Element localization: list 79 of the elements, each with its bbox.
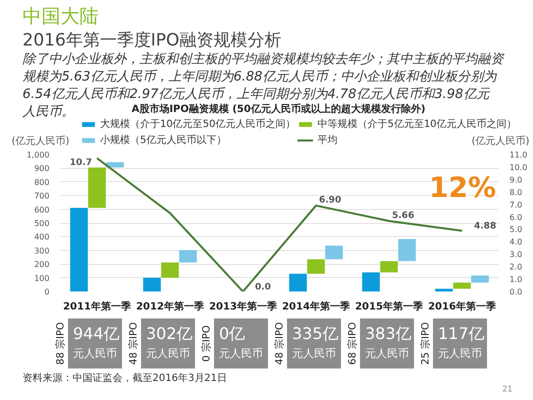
bar xyxy=(161,262,179,278)
text: 48 宗IPO xyxy=(128,322,140,365)
bar xyxy=(453,282,471,289)
x-tick-label: 2015年第一季 xyxy=(355,300,424,312)
y2-tick-label: 0.0 xyxy=(510,288,522,296)
data-label: 6.90 xyxy=(319,196,342,206)
y2-tick-label: 9.0 xyxy=(510,175,522,184)
legend-label: 小规模（5亿元人民币以下） xyxy=(100,134,226,147)
y-tick-label: 600 xyxy=(34,205,50,214)
text: 25 宗IPO xyxy=(420,322,432,365)
bar xyxy=(471,275,489,283)
y-tick-label: 400 xyxy=(34,232,50,242)
total-label: 0亿 xyxy=(219,324,246,343)
text: 0 宗IPO xyxy=(200,325,212,362)
y2-tick-label: 8.0 xyxy=(510,188,522,197)
legend-label: 平均 xyxy=(317,134,338,147)
bar xyxy=(88,168,106,208)
annotation: 12% xyxy=(428,170,496,204)
bar xyxy=(398,239,416,262)
bar xyxy=(380,261,398,272)
text: 元人民币 xyxy=(219,347,263,360)
total-label: 117亿 xyxy=(438,324,485,343)
text: 资料来源：中国证监会，截至2016年3月21日 xyxy=(22,372,228,384)
bar xyxy=(70,208,88,292)
total-label: 302亿 xyxy=(146,324,193,343)
bar xyxy=(307,259,325,274)
y-tick-label: 100 xyxy=(34,274,50,283)
data-label: 0.0 xyxy=(255,282,271,292)
legend-label: 中等规模（介于5亿元至10亿元人民币之间） xyxy=(317,118,517,131)
y2-tick-label: 3.0 xyxy=(510,250,522,260)
legend-label: 大规模（介于10亿元至50亿元人民币之间） xyxy=(100,118,296,131)
text: 68 宗IPO xyxy=(346,322,358,365)
y-tick-label: 1,000 xyxy=(26,150,50,160)
bar xyxy=(143,278,161,292)
y2-axis-title: (亿元人民币) xyxy=(472,135,530,147)
y-tick-label: 700 xyxy=(34,192,50,201)
bar xyxy=(435,288,453,292)
text: 21 xyxy=(502,384,513,394)
y-tick-label: 300 xyxy=(34,246,50,256)
y-tick-label: 200 xyxy=(34,260,50,270)
y2-tick-label: 10.0 xyxy=(510,162,528,172)
x-tick-label: 2011年第一季 xyxy=(63,300,132,312)
bar xyxy=(325,246,343,260)
text: 元人民币 xyxy=(365,347,409,360)
bar xyxy=(362,272,380,292)
y2-tick-label: 4.0 xyxy=(510,238,522,247)
x-tick-label: 2016年第一季 xyxy=(428,300,497,312)
total-label: 383亿 xyxy=(365,324,412,343)
chart-subtitle: 2016年第一季度IPO融资规模分析 xyxy=(22,30,282,50)
total-label: 335亿 xyxy=(292,324,339,343)
total-label: 944亿 xyxy=(73,324,120,343)
bar xyxy=(106,162,124,168)
text: 48 宗IPO xyxy=(274,322,286,365)
data-label: 4.88 xyxy=(474,222,496,232)
y-tick-label: 500 xyxy=(34,219,50,228)
y-tick-label: 900 xyxy=(34,164,50,174)
data-label: 5.66 xyxy=(392,211,414,222)
y-axis-title: (亿元人民币) xyxy=(12,135,70,147)
text: 元人民币 xyxy=(146,347,190,360)
text: A股市场IPO融资规模 (50亿元人民币或以上的超大规模发行除外) xyxy=(132,103,426,115)
bar xyxy=(289,274,307,292)
y2-tick-label: 1.0 xyxy=(510,275,522,284)
data-label: 10.7 xyxy=(70,158,92,168)
y-tick-label: 0 xyxy=(44,288,50,296)
bar xyxy=(179,250,197,262)
y2-tick-label: 11.0 xyxy=(510,150,528,160)
text: 元人民币 xyxy=(292,347,336,360)
y2-tick-label: 2.0 xyxy=(510,262,522,272)
x-tick-label: 2013年第一季 xyxy=(209,300,278,312)
y-tick-label: 800 xyxy=(34,178,50,187)
x-tick-label: 2014年第一季 xyxy=(282,300,351,312)
text: 元人民币 xyxy=(438,347,482,360)
y2-tick-label: 6.0 xyxy=(510,212,522,222)
text: 元人民币 xyxy=(73,347,117,360)
y2-tick-label: 7.0 xyxy=(510,200,522,210)
y2-tick-label: 5.0 xyxy=(510,225,522,234)
chart-title: 中国大陆 xyxy=(22,6,98,28)
x-tick-label: 2012年第一季 xyxy=(136,300,205,312)
text: 88 宗IPO xyxy=(54,322,66,365)
